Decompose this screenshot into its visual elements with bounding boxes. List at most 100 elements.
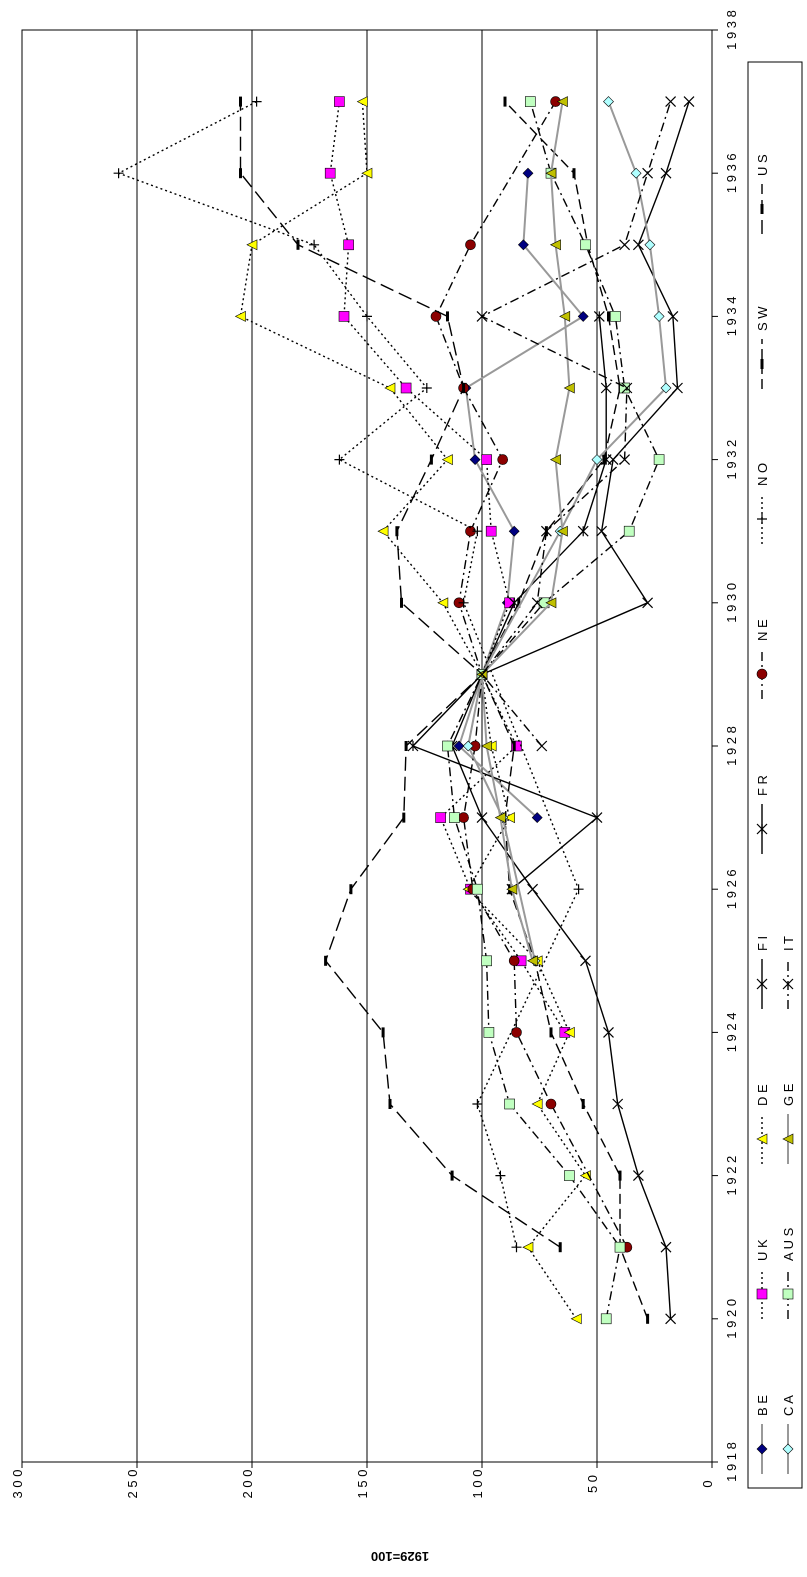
- data-point: [462, 740, 474, 752]
- data-point: [618, 1170, 622, 1181]
- series-layer: [113, 96, 695, 1325]
- legend-entry-ne: N E: [755, 619, 770, 699]
- legend-entry-fi: F I: [755, 936, 770, 1009]
- series-line: [458, 173, 585, 819]
- data-point: [377, 525, 389, 537]
- data-point: [683, 96, 695, 108]
- data-point: [580, 955, 591, 967]
- y-tick-label: 1 0 0: [470, 1470, 485, 1499]
- x-tick-label: 1 9 2 0: [724, 1299, 739, 1339]
- y-tick-label: 5 0: [585, 1475, 600, 1493]
- data-point: [504, 1098, 515, 1110]
- data-point: [660, 1241, 672, 1253]
- data-point: [556, 96, 568, 108]
- data-point: [600, 382, 612, 394]
- legend-entry-us: U S: [755, 154, 770, 234]
- data-point: [536, 740, 548, 752]
- data-point: [343, 239, 354, 251]
- y-tick-label: 0: [700, 1480, 715, 1487]
- legend-label: N O: [755, 463, 770, 486]
- legend-label: F R: [755, 775, 770, 796]
- data-point: [476, 812, 488, 824]
- legend-entry-ge: G E: [781, 1083, 796, 1164]
- legend-swatch-marker: [756, 1288, 768, 1300]
- data-point: [556, 525, 568, 537]
- data-point: [512, 741, 516, 751]
- legend-entry-ca: C A: [781, 1395, 796, 1474]
- data-point: [545, 597, 557, 609]
- tick-labels: 1 9 1 8 1 9 2 0 1 9 2 2 1 9 2 4 1 9 2 6 1 9 2…: [10, 10, 739, 1498]
- series-no: [113, 96, 584, 1253]
- data-point: [603, 96, 614, 108]
- data-point: [239, 168, 242, 179]
- legend-entry-be: B E: [755, 1395, 770, 1474]
- data-point: [453, 740, 465, 752]
- data-point: [602, 454, 606, 465]
- series-line: [329, 101, 566, 1033]
- series-line: [446, 101, 660, 1319]
- data-point: [660, 382, 672, 394]
- data-point: [458, 812, 469, 823]
- data-point: [619, 382, 630, 394]
- legend-label: I T: [781, 936, 796, 951]
- legend-entry-no: N O: [755, 463, 770, 544]
- data-point: [441, 454, 453, 466]
- legend-label: G E: [781, 1083, 796, 1106]
- data-point: [517, 239, 529, 251]
- legend-label: C A: [781, 1395, 796, 1416]
- legend-label: U S: [755, 154, 770, 176]
- data-point: [503, 812, 515, 824]
- legend-entry-fr: F R: [755, 775, 770, 854]
- legend-label: B E: [755, 1395, 770, 1416]
- legend-swatch-marker: [756, 978, 768, 990]
- data-point: [531, 597, 543, 609]
- data-point: [591, 812, 603, 824]
- data-point: [524, 96, 536, 107]
- data-point: [324, 167, 336, 179]
- legend-swatch-marker: [756, 1133, 768, 1145]
- data-point: [630, 167, 642, 179]
- x-tick-label: 1 9 3 0: [724, 583, 739, 623]
- legend-label: U K: [755, 1239, 770, 1261]
- data-point: [672, 382, 683, 394]
- data-point: [384, 382, 396, 394]
- x-tick-label: 1 9 2 6: [724, 869, 739, 909]
- y-tick-label: 2 5 0: [125, 1470, 140, 1499]
- data-point: [309, 239, 320, 250]
- data-point: [481, 454, 492, 465]
- data-point: [511, 1242, 522, 1253]
- y-tick-label: 2 0 0: [240, 1470, 255, 1499]
- data-point: [494, 812, 506, 824]
- data-point: [503, 96, 507, 107]
- data-point: [591, 454, 603, 466]
- data-point: [421, 383, 432, 393]
- data-point: [234, 310, 246, 322]
- data-point: [239, 96, 242, 107]
- data-point: [577, 525, 589, 537]
- legend-swatch-marker: [756, 1443, 768, 1455]
- series-it: [476, 96, 677, 752]
- data-point: [623, 525, 635, 537]
- data-point: [642, 167, 654, 179]
- data-point: [593, 310, 605, 322]
- data-point: [573, 884, 584, 895]
- series-line: [451, 101, 690, 1319]
- data-point: [660, 167, 672, 179]
- data-point: [632, 239, 644, 251]
- legend-label: D E: [755, 1084, 770, 1106]
- data-point: [527, 883, 539, 895]
- data-point: [642, 597, 654, 609]
- data-point: [549, 1027, 553, 1038]
- legend-swatch-marker: [782, 1443, 794, 1455]
- data-point: [446, 311, 449, 322]
- data-point: [577, 310, 589, 322]
- data-point: [563, 1026, 575, 1038]
- legend-box: [747, 61, 803, 1489]
- legend-swatch-marker: [782, 1288, 794, 1300]
- data-point: [435, 812, 446, 823]
- x-tick-label: 1 9 2 2: [724, 1156, 739, 1196]
- data-point: [559, 310, 571, 322]
- data-point: [621, 382, 633, 394]
- y-tick-label: 3 0 0: [10, 1470, 25, 1499]
